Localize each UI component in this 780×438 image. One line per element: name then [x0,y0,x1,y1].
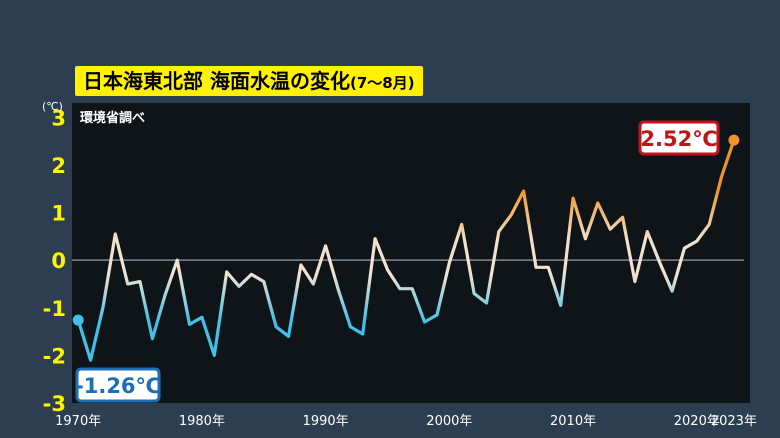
y-tick-label: 3 [51,106,66,130]
y-tick-label: 2 [51,154,66,178]
x-tick-label: 2023年 [711,414,757,429]
series-points [72,134,740,326]
callout-first-value: -1.26℃ [75,367,161,403]
y-tick-label: -2 [43,344,66,368]
y-tick-label: 0 [51,249,66,273]
callout-last-value: 2.52℃ [638,120,720,156]
x-tick-label: 2010年 [550,414,596,429]
first-point-marker [72,314,84,326]
source-note: 環境省調べ [80,110,145,126]
callout-last-label: 2.52℃ [640,127,717,151]
callout-first-label: -1.26℃ [75,374,161,398]
chart-title: 日本海東北部 海面水温の変化(7〜8月) [75,66,423,96]
callout-last-box [638,120,720,156]
chart-title-sub: (7〜8月) [349,74,415,92]
series-temperature [76,138,736,362]
x-tick-label: 1990年 [303,414,349,429]
last-point-marker [728,134,740,146]
x-tick-label: 2000年 [426,414,472,429]
y-tick-label: -3 [43,392,66,416]
plot-area [72,103,750,403]
callout-first-box [75,367,161,403]
y-axis-unit: (℃) [42,100,63,113]
x-tick-label: 1970年 [55,414,101,429]
x-tick-label: 1980年 [179,414,225,429]
y-tick-label: -1 [43,297,66,321]
x-tick-label: 2020年 [674,414,720,429]
y-axis: 3 2 1 0 -1 -2 -3 [43,106,66,416]
chart-title-main: 日本海東北部 海面水温の変化 [83,69,350,93]
series-line [76,138,736,362]
y-tick-label: 1 [51,202,66,226]
